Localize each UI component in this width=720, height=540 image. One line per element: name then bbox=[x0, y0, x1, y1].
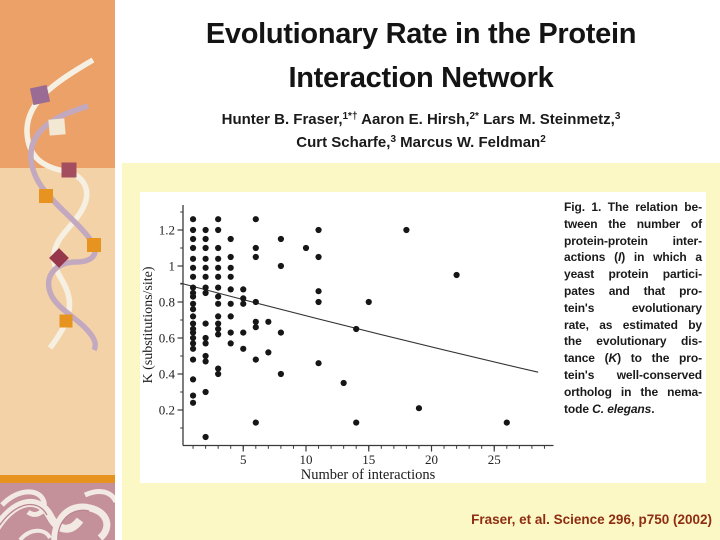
dna-node-square bbox=[61, 162, 77, 178]
title-line-2: Interaction Network bbox=[288, 62, 554, 94]
dna-node-square bbox=[48, 118, 66, 136]
svg-text:1.2: 1.2 bbox=[159, 223, 175, 238]
dna-strand-mauve bbox=[28, 103, 99, 352]
decorative-sidebar bbox=[0, 0, 115, 540]
svg-text:1: 1 bbox=[169, 259, 176, 274]
paper-title: Evolutionary Rate in the Protein Interac… bbox=[122, 0, 720, 100]
svg-text:25: 25 bbox=[488, 452, 501, 467]
svg-text:10: 10 bbox=[300, 452, 313, 467]
svg-text:5: 5 bbox=[240, 452, 247, 467]
dna-node-square bbox=[29, 84, 51, 106]
dna-node-square bbox=[59, 314, 73, 328]
swirl-pattern bbox=[0, 483, 115, 540]
svg-text:15: 15 bbox=[362, 452, 375, 467]
svg-text:0.2: 0.2 bbox=[159, 403, 175, 418]
figure-panel: 5 10 15 20 25 0.2 0.4 0.6 0.8 1 1.2 Number of inter… bbox=[140, 192, 706, 483]
citation: Fraser, et al. Science 296, p750 (2002) bbox=[471, 512, 712, 527]
svg-text:20: 20 bbox=[425, 452, 438, 467]
dna-decoration bbox=[24, 57, 101, 352]
svg-text:0.8: 0.8 bbox=[159, 295, 175, 310]
dna-node-square bbox=[39, 189, 53, 203]
dna-strand-light bbox=[24, 57, 95, 350]
svg-text:0.4: 0.4 bbox=[159, 367, 176, 382]
figure-caption: Fig. 1. The relation be-tween the number… bbox=[564, 200, 703, 416]
svg-text:K (substitutions/site): K (substitutions/site) bbox=[141, 266, 156, 383]
dna-node-square bbox=[87, 238, 101, 252]
svg-text:0.6: 0.6 bbox=[159, 331, 176, 346]
sidebar-bottom-block bbox=[0, 168, 115, 475]
accent-bar bbox=[0, 475, 115, 483]
svg-text:Number of interactions: Number of interactions bbox=[301, 467, 436, 483]
title-box: Evolutionary Rate in the Protein Interac… bbox=[122, 0, 720, 163]
scatter-plot: 5 10 15 20 25 0.2 0.4 0.6 0.8 1 1.2 Number of inter… bbox=[141, 205, 554, 483]
title-line-1: Evolutionary Rate in the Protein bbox=[205, 18, 637, 50]
author-list: Hunter B. Fraser,1*† Aaron E. Hirsh,2* L… bbox=[221, 111, 621, 151]
